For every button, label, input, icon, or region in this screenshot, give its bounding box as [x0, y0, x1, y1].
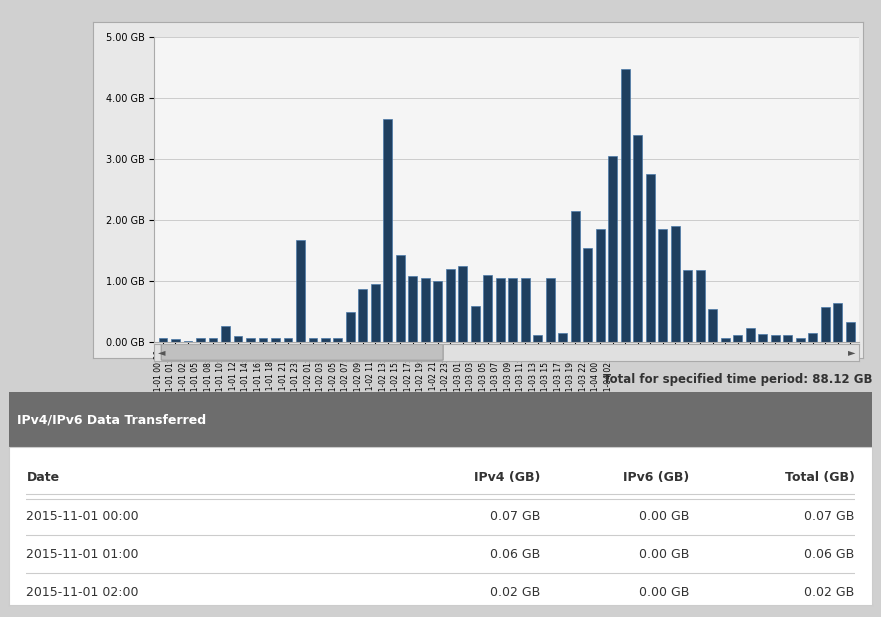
- Bar: [809, 333, 817, 342]
- Bar: [383, 120, 392, 342]
- Bar: [783, 335, 792, 342]
- FancyBboxPatch shape: [161, 344, 443, 360]
- Text: 0.06 GB: 0.06 GB: [804, 549, 855, 561]
- Text: 0.00 GB: 0.00 GB: [639, 549, 689, 561]
- Text: Date: Date: [26, 471, 60, 484]
- Bar: [646, 175, 655, 342]
- Bar: [559, 333, 567, 342]
- Bar: [821, 307, 830, 342]
- Bar: [221, 326, 230, 342]
- Text: 0.06 GB: 0.06 GB: [490, 549, 540, 561]
- Bar: [159, 338, 167, 342]
- Bar: [771, 335, 780, 342]
- Text: 0.07 GB: 0.07 GB: [490, 510, 540, 523]
- Text: IPv4 (GB): IPv4 (GB): [473, 471, 540, 484]
- Text: 0.00 GB: 0.00 GB: [639, 586, 689, 599]
- Bar: [621, 69, 630, 342]
- Bar: [684, 270, 692, 342]
- Bar: [271, 337, 280, 342]
- Text: 0.07 GB: 0.07 GB: [804, 510, 855, 523]
- Bar: [359, 289, 367, 342]
- Text: Total (GB): Total (GB): [785, 471, 855, 484]
- Bar: [721, 337, 729, 342]
- Bar: [308, 337, 317, 342]
- Bar: [671, 226, 679, 342]
- Bar: [246, 337, 255, 342]
- Text: 0.00 GB: 0.00 GB: [639, 510, 689, 523]
- Text: 0.02 GB: 0.02 GB: [490, 586, 540, 599]
- Text: 2015-11-01 01:00: 2015-11-01 01:00: [26, 549, 139, 561]
- Bar: [546, 278, 555, 342]
- Bar: [409, 276, 418, 342]
- Bar: [471, 306, 480, 342]
- Bar: [171, 339, 180, 342]
- Bar: [609, 156, 618, 342]
- Bar: [284, 337, 292, 342]
- Text: 2015-11-01 02:00: 2015-11-01 02:00: [26, 586, 139, 599]
- Bar: [596, 230, 604, 342]
- Bar: [334, 338, 342, 342]
- Bar: [458, 266, 467, 342]
- Bar: [321, 337, 329, 342]
- Bar: [846, 322, 855, 342]
- Bar: [533, 335, 542, 342]
- Text: 2015-11-01 00:00: 2015-11-01 00:00: [26, 510, 139, 523]
- Text: IPv6 (GB): IPv6 (GB): [623, 471, 689, 484]
- Bar: [521, 278, 529, 342]
- Bar: [733, 335, 742, 342]
- Bar: [583, 248, 592, 342]
- Bar: [446, 269, 455, 342]
- Bar: [633, 135, 642, 342]
- Text: IPv4/IPv6 Data Transferred: IPv4/IPv6 Data Transferred: [18, 413, 206, 426]
- Text: 0.02 GB: 0.02 GB: [804, 586, 855, 599]
- Bar: [296, 240, 305, 342]
- Bar: [658, 230, 667, 342]
- Bar: [746, 328, 755, 342]
- Text: Total for specified time period: 88.12 GB: Total for specified time period: 88.12 G…: [603, 373, 872, 386]
- Bar: [484, 275, 492, 342]
- Bar: [196, 338, 204, 342]
- Bar: [421, 278, 430, 342]
- Bar: [258, 337, 267, 342]
- Bar: [183, 341, 192, 342]
- Bar: [396, 255, 404, 342]
- Bar: [571, 211, 580, 342]
- Text: ►: ►: [848, 347, 855, 357]
- Bar: [796, 338, 804, 342]
- Text: Hourly Data Transferred: Hourly Data Transferred: [387, 42, 569, 57]
- Bar: [508, 278, 517, 342]
- Bar: [233, 336, 242, 342]
- Bar: [433, 281, 442, 342]
- Bar: [833, 303, 842, 342]
- Bar: [371, 284, 380, 342]
- Bar: [346, 312, 355, 342]
- Text: ◄: ◄: [158, 347, 166, 357]
- Bar: [209, 337, 218, 342]
- Bar: [496, 278, 505, 342]
- Bar: [708, 309, 717, 342]
- Bar: [759, 334, 767, 342]
- Bar: [696, 270, 705, 342]
